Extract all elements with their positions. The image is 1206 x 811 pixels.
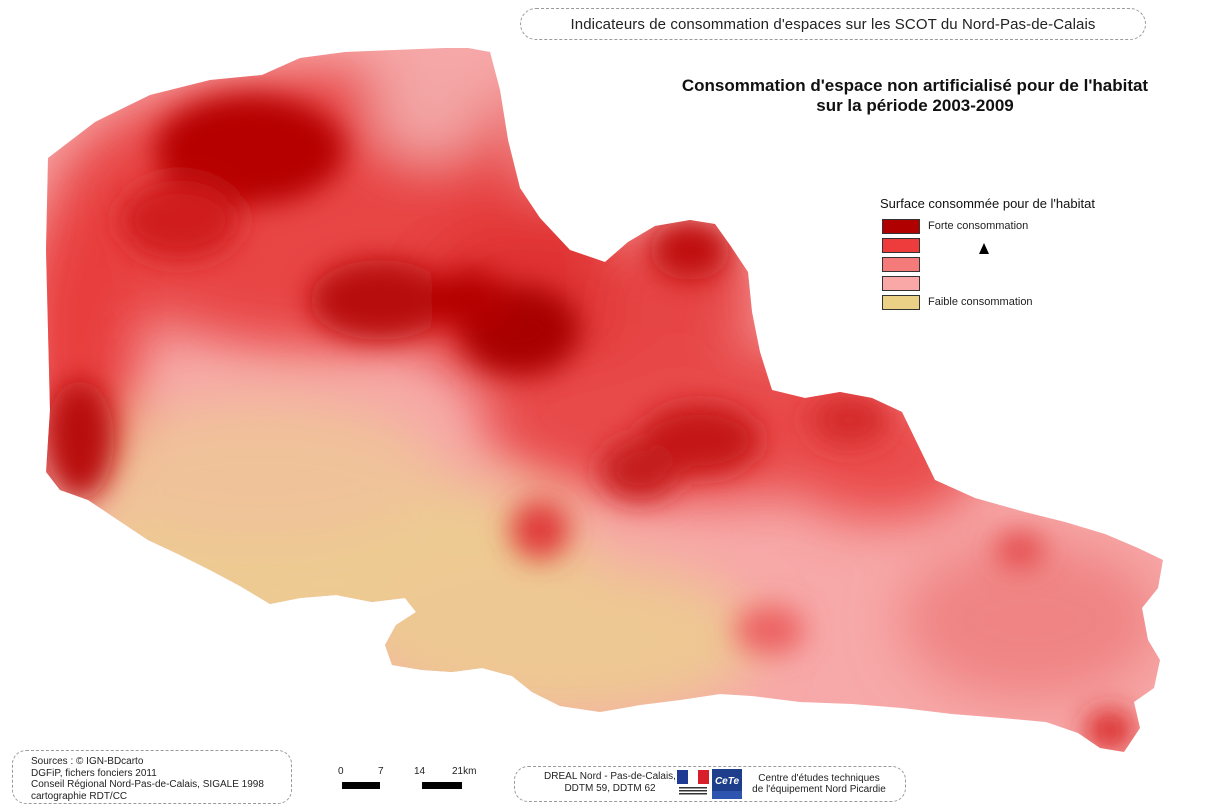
legend-swatch bbox=[882, 257, 920, 272]
legend-label: Faible consommation bbox=[928, 296, 1033, 308]
header-banner: Indicateurs de consommation d'espaces su… bbox=[520, 8, 1146, 40]
legend-swatch bbox=[882, 276, 920, 291]
map-title-line2: sur la période 2003-2009 bbox=[816, 96, 1014, 115]
credits-box: DREAL Nord - Pas-de-Calais, DDTM 59, DDT… bbox=[514, 766, 906, 802]
sources-box: Sources : © IGN-BDcarto DGFiP, fichers f… bbox=[12, 750, 292, 804]
sources-line: DGFiP, fichers fonciers 2011 bbox=[31, 767, 157, 779]
cete-line: de l'équipement Nord Picardie bbox=[752, 784, 886, 795]
scale-segment-light bbox=[380, 782, 422, 789]
cete-logo: CeTe bbox=[712, 769, 742, 799]
legend-item bbox=[880, 238, 1180, 255]
legend-label: Forte consommation bbox=[928, 220, 1029, 232]
legend-swatch bbox=[882, 238, 920, 253]
legend-item bbox=[880, 257, 1180, 274]
header-banner-text: Indicateurs de consommation d'espaces su… bbox=[570, 15, 1096, 33]
scale-segment-dark bbox=[422, 782, 462, 789]
cete-credit: Centre d'études techniques de l'équipeme… bbox=[749, 773, 889, 795]
map-title-line1: Consommation d'espace non artificialisé … bbox=[681, 76, 1149, 95]
legend-title: Surface consommée pour de l'habitat bbox=[880, 196, 1095, 211]
dreal-line: DREAL Nord - Pas-de-Calais, bbox=[544, 771, 676, 782]
dreal-credit: DREAL Nord - Pas-de-Calais, DDTM 59, DDT… bbox=[535, 771, 685, 795]
legend-swatch bbox=[882, 295, 920, 310]
scale-label: 0 bbox=[338, 766, 344, 777]
scale-bar: 0 7 14 21km bbox=[336, 766, 496, 796]
republique-francaise-logo bbox=[677, 770, 709, 795]
legend: Surface consommée pour de l'habitat Fort… bbox=[880, 196, 1180, 314]
sources-line: cartographie RDT/CC bbox=[31, 790, 128, 802]
scale-label: 14 bbox=[414, 766, 426, 777]
cete-line: Centre d'études techniques bbox=[758, 773, 880, 784]
legend-item bbox=[880, 276, 1180, 293]
legend-swatch bbox=[882, 219, 920, 234]
sources-line: Conseil Régional Nord-Pas-de-Calais, SIG… bbox=[31, 779, 264, 790]
map-title: Consommation d'espace non artificialisé … bbox=[640, 76, 1190, 116]
cete-logo-text: CeTe bbox=[714, 776, 740, 787]
legend-item: Forte consommation bbox=[880, 219, 1180, 236]
scale-label: 21km bbox=[452, 766, 477, 777]
sources-line: Sources : © IGN-BDcarto bbox=[31, 756, 144, 767]
north-arrow-icon bbox=[979, 243, 989, 254]
scale-label: 7 bbox=[378, 766, 384, 777]
scale-segment-dark bbox=[342, 782, 380, 789]
legend-item: Faible consommation bbox=[880, 295, 1180, 312]
dreal-line: DDTM 59, DDTM 62 bbox=[564, 783, 656, 794]
